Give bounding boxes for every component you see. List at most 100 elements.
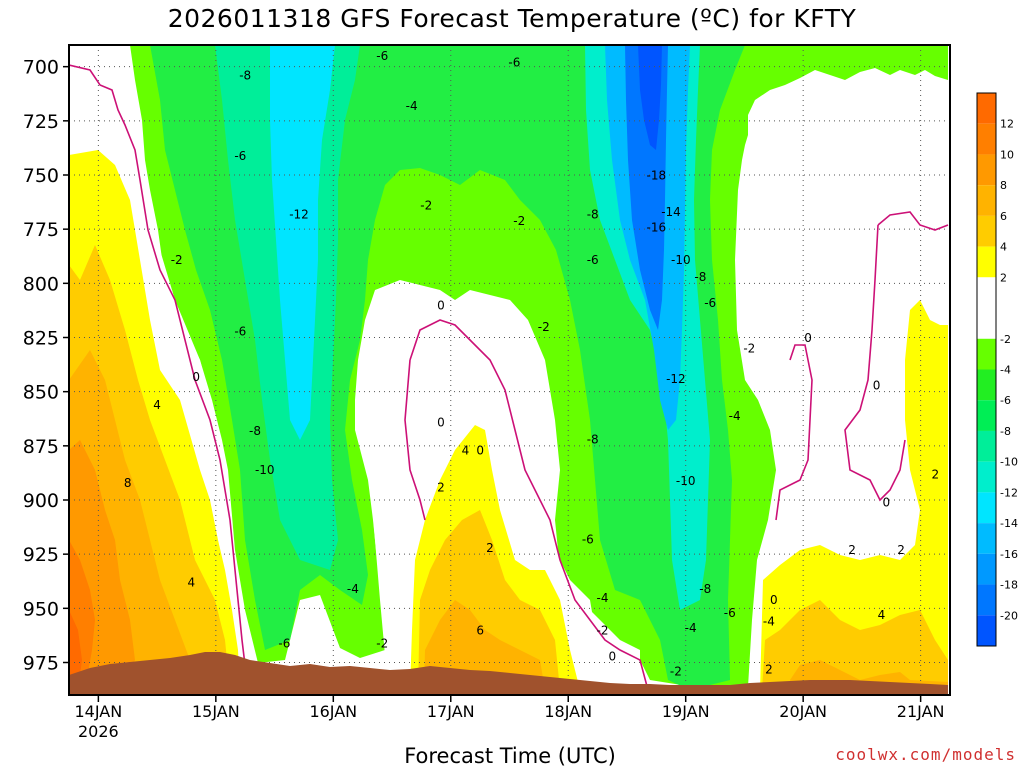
contour-label: -8 (587, 207, 599, 221)
colorbar-legend: 12 10 8 6 4 2 -2 -4 -6 -8 -10 -12 -14 -16 -18 -20 (976, 92, 1018, 647)
colorbar-swatch (977, 492, 996, 524)
contour-label: 0 (770, 593, 778, 607)
colorbar-label: -2 (1000, 333, 1011, 346)
contour-label: -8 (239, 69, 251, 83)
colorbar-swatch (977, 93, 996, 124)
band-west-12-to-14 (69, 610, 82, 690)
colorbar-swatch (977, 185, 996, 216)
contour-label: -2 (376, 636, 388, 650)
y-tick-label: 850 (23, 382, 59, 404)
contour-label: 0 (883, 496, 891, 510)
contour-label: -4 (406, 99, 418, 113)
y-tick-label: 975 (23, 653, 59, 675)
colorbar-swatch (977, 154, 996, 186)
colorbar-label: 4 (1000, 241, 1007, 254)
y-tick-label: 800 (23, 273, 59, 295)
colorbar-label: -6 (1000, 394, 1011, 407)
x-tick-label: 21JAN (897, 702, 945, 721)
source-credit: coolwx.com/models (835, 745, 1016, 764)
colorbar-label: -16 (1000, 548, 1018, 561)
contour-label: 2 (931, 467, 939, 481)
contour-label: 4 (188, 576, 196, 590)
terrain-surface (69, 652, 948, 695)
colorbar-label: -20 (1000, 609, 1018, 622)
contour-label: -4 (597, 591, 609, 605)
colorbar-swatch (977, 553, 996, 585)
x-tick-sublabel: 2026 (78, 722, 119, 741)
contour-label: -4 (685, 621, 697, 635)
y-axis: 700 725 750 775 800 825 850 875 900 925 950 975 (23, 57, 69, 675)
band-mid-6-to-8 (424, 600, 545, 690)
contour-label: -10 (676, 474, 696, 488)
contour-label: 0 (476, 444, 484, 458)
colorbar-swatch (977, 461, 996, 493)
contour-label: -6 (704, 296, 716, 310)
contour-label: 2 (437, 480, 445, 494)
colorbar-swatch (977, 615, 996, 646)
zero-isotherms (69, 64, 949, 691)
contour-label: -2 (597, 623, 609, 637)
band-east-2-to-4 (760, 300, 948, 690)
y-tick-label: 825 (23, 328, 59, 350)
colorbar-label: -14 (1000, 517, 1018, 530)
contour-label: 0 (437, 298, 445, 312)
contour-labels: -8 -6 -6 -4 -6 -12 -2 -2 -8 -18 -14-16 -10 -8 -6 -6 -2 0… (124, 49, 939, 678)
contour-label: -14 (661, 205, 681, 219)
colorbar-label: 8 (1000, 179, 1007, 192)
colorbar-swatch (977, 584, 996, 616)
contour-label: 4 (462, 444, 470, 458)
colorbar-label: -4 (1000, 364, 1011, 377)
contour-label: 0 (437, 415, 445, 429)
contour-label: 0 (608, 649, 616, 663)
x-tick-label: 18JAN (544, 702, 592, 721)
colorbar-swatch (977, 400, 996, 431)
contour-label: -6 (724, 606, 736, 620)
contour-label: -2 (420, 199, 432, 213)
band-east-deep-blue (638, 45, 662, 150)
contour-label: 8 (124, 476, 132, 490)
contour-label: -16 (647, 220, 667, 234)
colorbar-swatch (977, 430, 996, 462)
contour-label: -4 (729, 409, 741, 423)
y-tick-label: 750 (23, 165, 59, 187)
x-tick-label: 20JAN (779, 702, 827, 721)
contour-label: -2 (513, 214, 525, 228)
contour-label: -6 (508, 56, 520, 70)
contour-label: -10 (255, 463, 275, 477)
colorbar-swatch (977, 246, 996, 278)
colorbar-swatch (977, 277, 996, 309)
contour-label: -6 (587, 253, 599, 267)
contour-label: -2 (171, 253, 183, 267)
grid-lines (69, 45, 950, 695)
x-tick-label: 17JAN (427, 702, 475, 721)
contour-label: -6 (234, 324, 246, 338)
contour-label: 0 (804, 331, 812, 345)
contour-label: -12 (289, 207, 309, 221)
colorbar-swatch (977, 215, 996, 247)
plot-area (69, 45, 950, 695)
contour-label: 2 (486, 541, 494, 555)
x-tick-label: 15JAN (192, 702, 240, 721)
contour-label: -6 (278, 636, 290, 650)
x-tick-label: 19JAN (662, 702, 710, 721)
contour-label: -8 (587, 433, 599, 447)
contour-label: -12 (666, 372, 686, 386)
colorbar-label: 6 (1000, 210, 1007, 223)
y-tick-label: 925 (23, 544, 59, 566)
contour-label: -10 (671, 253, 691, 267)
band-east-white (748, 100, 948, 690)
contour-label: -6 (582, 532, 594, 546)
x-axis-label: Forecast Time (UTC) (404, 744, 616, 768)
colorbar-swatch (977, 308, 996, 339)
colorbar-label: -12 (1000, 486, 1018, 499)
colorbar-label: 12 (1000, 118, 1014, 131)
contour-label: -2 (538, 320, 550, 334)
colorbar-label: 2 (1000, 271, 1007, 284)
contour-label: -4 (347, 582, 359, 596)
contour-label: -18 (647, 168, 667, 182)
contour-label: 0 (873, 379, 881, 393)
contour-label: -2 (743, 342, 755, 356)
colorbar-swatch (977, 338, 996, 370)
colorbar-swatch (977, 369, 996, 401)
